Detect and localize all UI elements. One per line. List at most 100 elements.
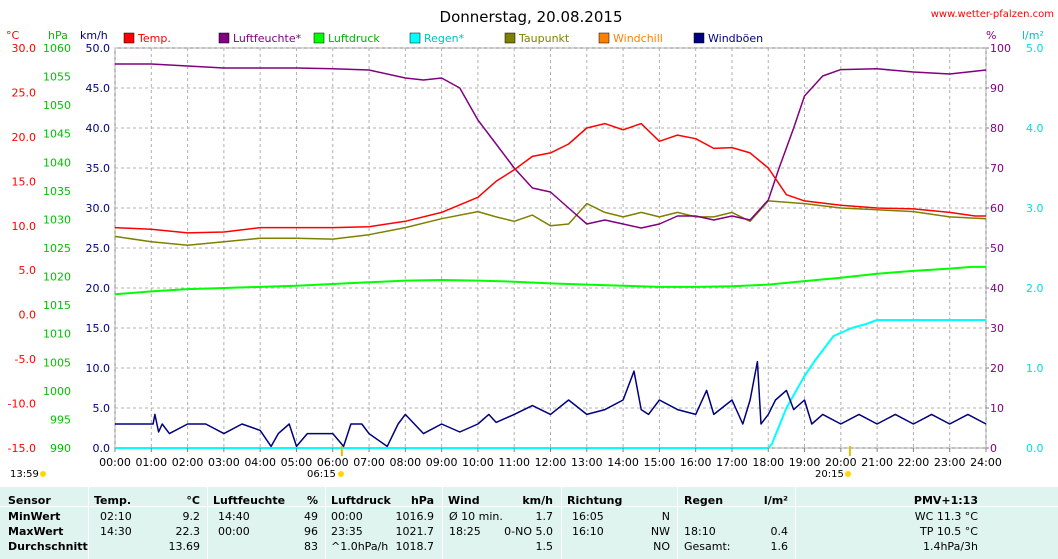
rain-tick-label: 4.0 [1026, 122, 1044, 135]
header-sensor: Sensor [8, 494, 51, 507]
pressure-tick-label: 1035 [43, 185, 71, 198]
wind-tick-label: 5.0 [93, 402, 111, 415]
rain-tick-label: 5.0 [1026, 42, 1044, 55]
pressure-tick-label: 995 [50, 413, 71, 426]
temp-tick-label: -5.0 [15, 353, 36, 366]
header-rain: Regen [684, 494, 724, 507]
humidity-axis-unit: % [986, 29, 996, 42]
table-cell-label: MinWert [8, 510, 61, 523]
table-cell-pmv: TP 10.5 °C [919, 525, 978, 538]
table-cell-temp: 13.69 [168, 540, 201, 553]
humidity-tick-label: 50 [990, 242, 1004, 255]
header-pmv: PMV+1:13 [913, 494, 978, 507]
legend-label: Temp. [137, 32, 171, 45]
table-cell-hum: 96 [304, 525, 318, 538]
pressure-tick-label: 1060 [43, 42, 71, 55]
rain-tick-label: 2.0 [1026, 282, 1044, 295]
table-divider [795, 487, 796, 559]
table-cell-hum-time: 14:40 [218, 510, 250, 523]
series-line-luftdruck [114, 265, 986, 296]
humidity-tick-label: 30 [990, 322, 1004, 335]
wind-tick-label: 15.0 [86, 322, 111, 335]
legend-swatch [693, 32, 705, 44]
wind-tick-label: 35.0 [86, 162, 111, 175]
temp-tick-label: 15.0 [12, 175, 37, 188]
legend-label: Luftdruck [328, 32, 380, 45]
pressure-axis-unit: hPa [48, 29, 68, 42]
temp-tick-label: 30.0 [12, 42, 37, 55]
legend-label: Taupunkt [518, 32, 570, 45]
header-temp: Temp. [94, 494, 132, 507]
x-tick-label: 09:00 [426, 456, 458, 469]
table-cell-rain-time: 18:10 [684, 525, 716, 538]
humidity-tick-label: 40 [990, 282, 1004, 295]
pressure-tick-label: 1015 [43, 299, 71, 312]
sunrise-icon [338, 471, 344, 477]
x-tick-label: 18:00 [752, 456, 784, 469]
wind-tick-label: 45.0 [86, 82, 111, 95]
humidity-tick-label: 20 [990, 362, 1004, 375]
table-cell-dir: NW [650, 525, 670, 538]
table-divider [0, 506, 1058, 507]
x-tick-label: 15:00 [644, 456, 676, 469]
x-tick-label: 22:00 [898, 456, 930, 469]
pressure-tick-label: 1055 [43, 71, 71, 84]
temp-tick-label: 10.0 [12, 220, 37, 233]
series-line-windböen [115, 360, 987, 448]
x-tick-label: 08:00 [389, 456, 421, 469]
table-cell-press-time: ^1.0hPa/h [331, 540, 389, 553]
legend-swatch [598, 32, 610, 44]
humidity-tick-label: 70 [990, 162, 1004, 175]
x-axis: 00:00 01:00 02:00 03:00 04:00 05:00 06:00 07:00… [99, 446, 1002, 469]
pressure-tick-label: 1050 [43, 99, 71, 112]
header-pressure-unit: hPa [410, 494, 434, 507]
pressure-tick-label: 1020 [43, 271, 71, 284]
temp-tick-label: 25.0 [12, 86, 37, 99]
pressure-tick-label: 1010 [43, 328, 71, 341]
legend-swatch [504, 32, 516, 44]
wind-tick-label: 20.0 [86, 282, 111, 295]
series-line-temp [114, 122, 986, 234]
legend-label: Regen* [424, 32, 465, 45]
pressure-tick-label: 1005 [43, 356, 71, 369]
table-cell-wind: 1.5 [535, 540, 554, 553]
x-tick-label: 02:00 [172, 456, 204, 469]
table-cell-dir-time: 16:10 [572, 525, 604, 538]
table-divider [677, 487, 678, 559]
table-cell-press: 1016.9 [395, 510, 435, 523]
temp-tick-label: -15.0 [8, 442, 36, 455]
table-cell-dir-time: 16:05 [572, 510, 604, 523]
table-divider [207, 487, 208, 559]
x-tick-label: 11:00 [498, 456, 530, 469]
table-cell-temp-time: 14:30 [100, 525, 132, 538]
pressure-tick-label: 1030 [43, 213, 71, 226]
temp-tick-label: 20.0 [12, 131, 37, 144]
x-tick-label: 24:00 [970, 456, 1002, 469]
table-cell-rain: 0.4 [770, 525, 789, 538]
table-cell-temp: 22.3 [175, 525, 201, 538]
header-temp-unit: °C [186, 494, 200, 507]
pressure-tick-label: 990 [50, 442, 71, 455]
header-rain-unit: l/m² [763, 494, 788, 507]
wind-tick-label: 30.0 [86, 202, 111, 215]
humidity-tick-label: 0 [990, 442, 997, 455]
x-tick-label: 17:00 [716, 456, 748, 469]
x-tick-label: 10:00 [462, 456, 494, 469]
table-cell-press: 1018.7 [395, 540, 435, 553]
table-cell-wind: 0-NO 5.0 [504, 525, 553, 538]
wind-tick-label: 0.0 [93, 442, 111, 455]
x-tick-label: 20:00 [825, 456, 857, 469]
humidity-tick-label: 10 [990, 402, 1004, 415]
table-cell-dir: NO [653, 540, 670, 553]
legend-label: Windchill [613, 32, 663, 45]
table-cell-label: Durchschnitt [8, 540, 88, 553]
x-tick-label: 06:00 [317, 456, 349, 469]
temp-tick-label: 5.0 [19, 264, 37, 277]
table-divider [325, 487, 326, 559]
table-cell-label: MaxWert [8, 525, 64, 538]
sunrise-label: 06:15 [307, 469, 336, 480]
series-line-regen [115, 319, 986, 449]
table-cell-wind: 1.7 [535, 510, 554, 523]
humidity-tick-label: 100 [990, 42, 1011, 55]
x-tick-label: 13:00 [571, 456, 603, 469]
